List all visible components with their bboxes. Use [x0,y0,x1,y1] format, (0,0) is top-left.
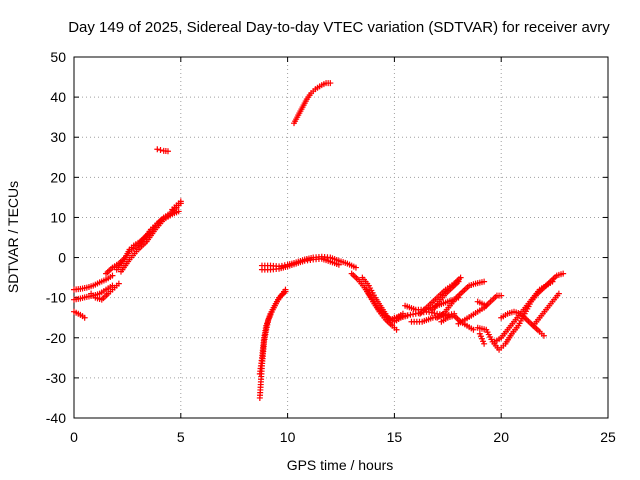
data-point [81,314,88,321]
y-axis-label: SDTVAR / TECUs [5,181,21,293]
y-tick-label: 50 [50,49,66,65]
data-point [457,274,464,281]
series-arc-v [408,310,458,325]
plot-frame [73,56,609,419]
data-point [335,261,342,268]
data-point [327,80,334,87]
data-point [352,264,359,271]
series-arc-z [474,324,507,353]
chart-title: Day 149 of 2025, Sidereal Day-to-day VTE… [68,19,610,36]
series-arc-a [71,308,88,321]
series-arc-q [363,286,400,333]
data-point [455,278,462,285]
y-tick-label: 0 [58,250,66,266]
data-point [167,212,174,219]
y-tick-label: -10 [46,290,66,306]
x-tick-label: 25 [600,429,616,445]
x-tick-label: 5 [177,429,185,445]
data-point [498,292,505,299]
y-tick-label: 40 [50,89,66,105]
x-tick-label: 15 [387,429,403,445]
data-point [177,198,184,205]
x-axis-label: GPS time / hours [287,457,394,473]
data-point [540,332,547,339]
y-tick-label: 10 [50,209,66,225]
series-arc-b [71,272,116,293]
series-arc-ac [498,308,547,339]
x-tick-label: 10 [280,429,296,445]
data-point [115,280,122,287]
data-point [481,278,488,285]
series-arc-ab [502,270,567,347]
series-arc-l [256,288,289,377]
data-point [154,146,161,153]
data-point [282,288,289,295]
x-tick-label: 0 [70,429,78,445]
series-arc-d [88,280,122,303]
series-arc-w [434,278,488,321]
x-tick-label: 20 [493,429,509,445]
data-point [393,326,400,333]
series-arc-n [258,255,342,273]
data-point [157,147,164,154]
data-point [481,340,488,347]
series-arc-e [103,208,182,277]
y-tick-label: -40 [46,410,66,426]
data-point [175,208,182,215]
y-tick-label: 30 [50,129,66,145]
data-point [164,148,171,155]
series-arc-j [291,80,334,127]
grid [74,57,608,418]
series-arc-i [154,146,171,155]
data-marks [71,80,567,401]
series-arc-ad [530,290,562,329]
data-point [555,290,562,297]
series-arc-ae [474,298,490,309]
y-tick-label: -20 [46,330,66,346]
series-arc-y [455,292,505,327]
data-point [109,272,116,279]
ticks: 0 5 10 15 20 25 -40 -30 -20 -10 0 10 20 30 40 50 [46,49,616,445]
data-point [470,326,477,333]
data-point [560,270,567,277]
series-arc-af [476,330,488,347]
series-arc-u [429,278,462,313]
series-arc-g [117,212,174,275]
series-arc-h [169,198,184,213]
series-arc-m [258,253,359,271]
series-arc-k [256,286,289,401]
y-tick-label: -30 [46,370,66,386]
data-point [483,302,490,309]
series-arc-f [113,200,184,273]
y-tick-label: 20 [50,169,66,185]
